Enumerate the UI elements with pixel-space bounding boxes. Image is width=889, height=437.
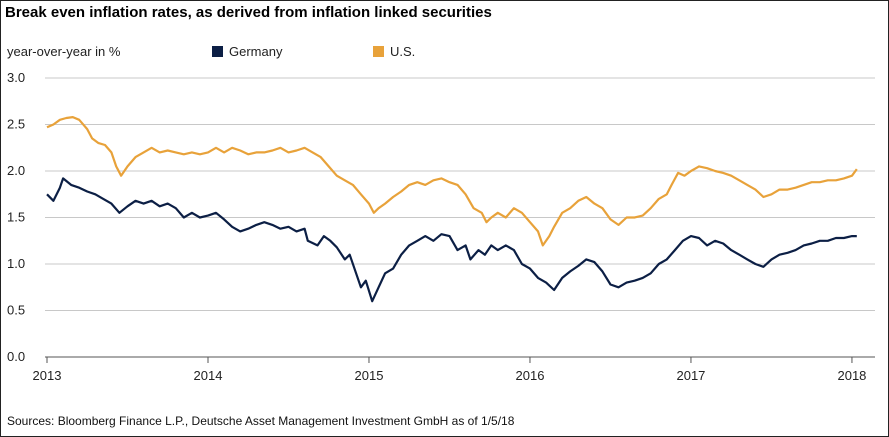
series-line-us — [46, 116, 858, 247]
y-tick-label: 2.5 — [7, 117, 25, 132]
x-tick-label: 2013 — [33, 368, 62, 383]
source-note: Sources: Bloomberg Finance L.P., Deutsch… — [7, 414, 515, 428]
y-tick-label: 1.5 — [7, 210, 25, 225]
chart-title: Break even inflation rates, as derived f… — [5, 4, 492, 21]
legend-us: U.S. — [373, 44, 415, 59]
legend-germany: Germany — [212, 44, 282, 59]
y-tick-label: 0.5 — [7, 303, 25, 318]
series-line-germany — [46, 177, 857, 303]
x-tick-label: 2017 — [676, 368, 705, 383]
x-tick-label: 2018 — [837, 368, 866, 383]
legend-germany-swatch — [212, 46, 223, 57]
y-axis-label: year-over-year in % — [7, 44, 121, 59]
legend-us-swatch — [373, 46, 384, 57]
legend-germany-label: Germany — [229, 44, 283, 59]
x-tick-label: 2016 — [516, 368, 545, 383]
x-tick-label: 2015 — [355, 368, 384, 383]
x-tick-label: 2014 — [194, 368, 223, 383]
y-tick-label: 1.0 — [7, 256, 25, 271]
y-tick-label: 0.0 — [7, 349, 25, 364]
y-tick-label: 3.0 — [7, 70, 25, 85]
legend-us-label: U.S. — [390, 44, 416, 59]
y-tick-label: 2.0 — [7, 163, 25, 178]
